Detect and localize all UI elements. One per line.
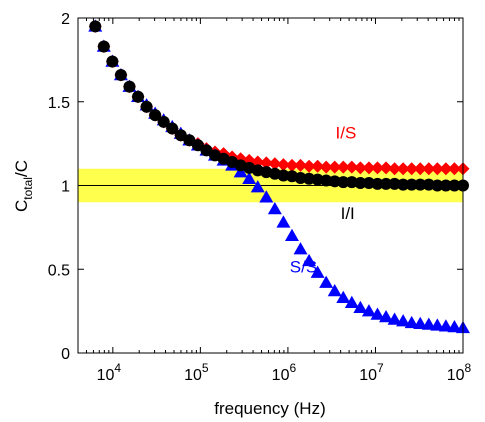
annotations: I/S I/I S/S — [290, 124, 357, 277]
data-point — [421, 317, 436, 330]
data-point — [447, 320, 462, 333]
x-tick-label: 104 — [97, 361, 122, 384]
data-point — [405, 162, 419, 176]
series-layer — [88, 19, 470, 334]
data-point — [327, 284, 342, 297]
data-point — [114, 68, 127, 81]
data-point — [284, 228, 299, 241]
data-point — [276, 215, 291, 228]
data-point — [319, 160, 333, 174]
y-axis-label-main: C — [12, 200, 31, 212]
axis-ticks: 0 0.5 1 1.5 2 104 105 106 107 108 — [48, 11, 472, 384]
data-point — [140, 100, 153, 113]
data-point — [302, 159, 316, 173]
series-i-i — [89, 20, 469, 192]
data-point — [447, 162, 461, 176]
data-point — [370, 161, 384, 175]
data-point — [361, 304, 376, 317]
data-point — [319, 275, 334, 288]
y-axis-label: Ctotal/C — [12, 160, 35, 212]
data-point — [379, 309, 394, 323]
data-point — [276, 158, 290, 172]
data-point — [431, 179, 444, 192]
series-annotation: S/S — [290, 258, 317, 277]
data-point — [396, 162, 410, 176]
data-point — [430, 162, 444, 176]
data-point — [430, 318, 445, 331]
data-point — [259, 156, 273, 170]
data-point — [337, 176, 350, 189]
data-point — [149, 109, 162, 122]
data-point — [328, 160, 342, 174]
data-point — [370, 307, 385, 320]
data-point — [268, 157, 282, 171]
data-point — [414, 178, 427, 191]
data-point — [250, 180, 265, 193]
data-point — [259, 190, 274, 203]
data-point — [166, 122, 179, 135]
data-point — [405, 178, 418, 191]
data-point — [387, 312, 402, 325]
x-tick-label: 105 — [184, 361, 209, 384]
data-point — [106, 55, 119, 68]
data-point — [438, 319, 453, 332]
data-point — [345, 160, 359, 174]
data-point — [123, 80, 136, 93]
y-tick-label: 2 — [61, 11, 70, 28]
data-point — [157, 115, 170, 128]
data-point — [396, 314, 411, 327]
x-tick-label: 107 — [359, 361, 384, 384]
y-tick-label: 1 — [61, 179, 70, 196]
y-axis-label-subscript: total — [21, 177, 35, 200]
data-point — [439, 162, 453, 176]
series-annotation: I/I — [341, 204, 355, 223]
series-annotation: I/S — [336, 124, 357, 143]
data-point — [293, 242, 308, 255]
data-point — [267, 201, 282, 215]
data-point — [285, 158, 299, 172]
data-point — [353, 300, 368, 314]
data-point — [404, 315, 419, 329]
y-tick-label: 1.5 — [48, 95, 70, 112]
data-point — [336, 160, 350, 174]
data-point — [344, 295, 359, 308]
x-axis-label: frequency (Hz) — [214, 399, 325, 418]
data-point — [379, 161, 393, 175]
data-point — [413, 316, 428, 329]
data-point — [294, 158, 308, 172]
data-point — [242, 171, 257, 185]
y-tick-label: 0.5 — [48, 262, 70, 279]
data-point — [354, 176, 367, 189]
data-point — [132, 90, 145, 103]
data-point — [413, 162, 427, 176]
data-point — [362, 161, 376, 175]
data-point — [388, 162, 402, 176]
data-point — [89, 20, 102, 33]
y-axis-label-tail: /C — [12, 160, 31, 177]
data-point — [380, 177, 393, 190]
data-point — [397, 178, 410, 191]
data-point — [353, 161, 367, 175]
data-point — [302, 253, 317, 267]
data-point — [422, 162, 436, 176]
data-point — [336, 290, 351, 303]
data-point — [439, 179, 452, 192]
data-point — [310, 265, 325, 278]
x-tick-label: 106 — [272, 361, 297, 384]
x-tick-label: 108 — [447, 361, 472, 384]
data-point — [251, 155, 265, 169]
data-point — [311, 159, 325, 173]
y-tick-label: 0 — [61, 346, 70, 363]
data-point — [371, 177, 384, 190]
data-point — [448, 179, 461, 192]
data-point — [97, 40, 110, 53]
